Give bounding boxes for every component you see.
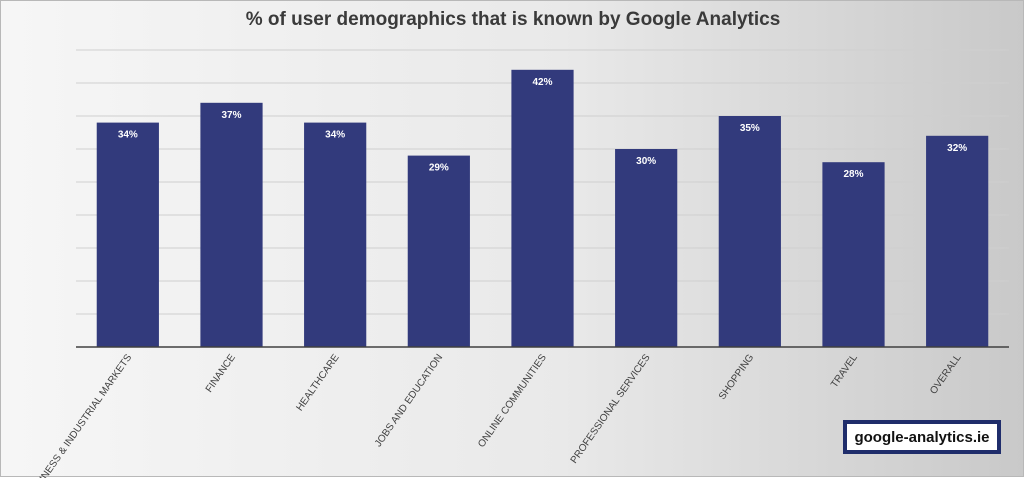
bar-value-label: 35% (740, 123, 760, 134)
bar (96, 122, 159, 347)
bar (822, 162, 885, 347)
x-tick-label: PROFESSIONAL SERVICES (569, 352, 653, 466)
bar (926, 135, 989, 347)
x-tick-label: SHOPPING (717, 352, 756, 402)
bar (407, 155, 470, 347)
bar-value-label: 29% (429, 163, 449, 174)
x-tick-label: JOBS AND EDUCATION (373, 352, 445, 449)
bar-value-label: 37% (221, 110, 241, 121)
bar (511, 69, 574, 348)
bar (304, 122, 367, 347)
watermark-badge: google-analytics.ie (843, 420, 1001, 454)
x-tick-label: BUSINESS & INDUSTRIAL MARKETS (26, 352, 134, 478)
bar (718, 116, 781, 347)
bar-value-label: 32% (947, 143, 967, 154)
watermark-text: google-analytics.ie (854, 428, 990, 446)
bar (200, 102, 263, 347)
bar-value-label: 42% (532, 77, 552, 88)
bar (615, 149, 678, 347)
bar-value-label: 30% (636, 156, 656, 167)
x-tick-label: OVERALL (928, 352, 964, 396)
x-tick-label: FINANCE (204, 352, 238, 395)
chart-title: % of user demographics that is known by … (245, 9, 781, 30)
x-tick-label: ONLINE COMMUNITIES (476, 352, 549, 450)
bar-value-label: 28% (843, 169, 863, 180)
x-tick-label: HEALTHCARE (294, 352, 341, 413)
bar-value-label: 34% (118, 130, 138, 141)
bar-value-label: 34% (325, 130, 345, 141)
x-tick-label: TRAVEL (829, 352, 860, 390)
